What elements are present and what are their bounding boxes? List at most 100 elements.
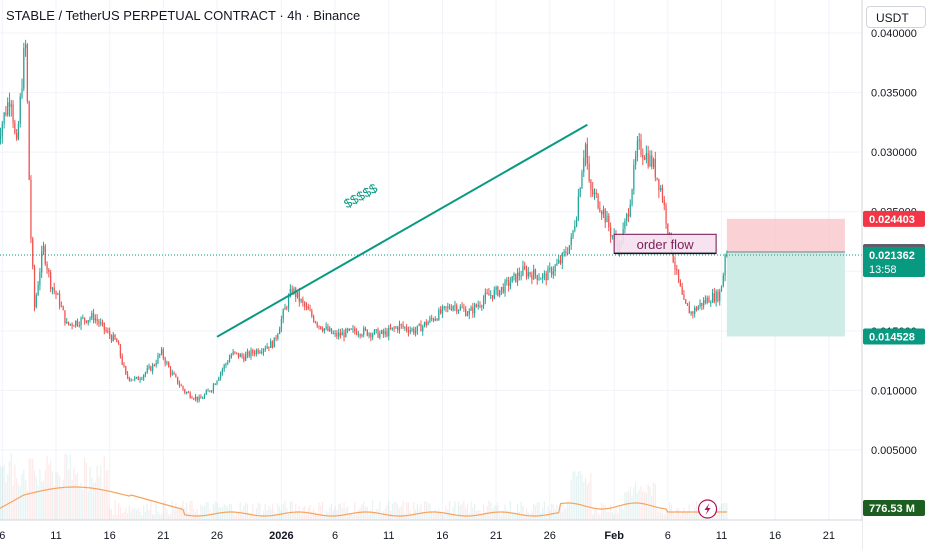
volume-bar [304,506,306,520]
volume-bar [330,503,333,520]
candle-body [724,255,726,276]
candle-body [676,269,678,271]
volume-bar [524,513,526,520]
candle-body [538,278,540,280]
x-tick-label: 26 [211,530,223,542]
candle-body [685,299,687,304]
volume-bar [563,508,565,520]
volume-bar [472,507,474,520]
volume-bar [438,508,440,520]
volume-bar [627,490,630,520]
take-profit-zone [726,252,845,337]
candle-body [203,394,206,399]
candle-body [563,251,565,254]
volume-bar [536,502,538,520]
volume-bar [667,512,669,520]
position-zones[interactable] [726,218,845,337]
candle-body [184,389,186,393]
candle-body [75,320,77,326]
volume-bar [80,483,82,520]
x-tick-label: 16 [104,530,116,542]
candle-body [694,307,696,314]
candle-body [450,308,452,310]
volume-bar [488,500,490,520]
volume-bar [55,471,57,520]
volume-bar [261,514,263,520]
candle-body [465,308,467,316]
volume-bar [241,509,243,520]
candle-body [19,96,21,125]
volume-label-text: 776.53 M [869,503,915,515]
candle-body [717,291,719,301]
volume-bar [434,509,436,520]
volume-bar [146,503,148,520]
candle-body [373,329,376,335]
volume-bar [454,501,456,520]
drawings[interactable]: $$$$$ order flow [0,123,862,519]
volume-bar [545,514,547,520]
volume-bar [150,501,152,520]
candle-body [643,157,646,160]
volume-bar [380,514,383,520]
candle-body [423,322,426,326]
volume-bar [636,492,639,520]
candle-body [482,299,485,306]
candle-body [252,350,254,354]
stop-loss-zone [726,218,845,253]
candle-body [157,355,159,364]
candle-body [101,322,104,324]
volume-bar [341,507,343,520]
volume-bar [125,507,127,520]
volume-label [863,500,925,516]
volume-bar [518,511,520,520]
candle-body [168,362,170,368]
volume-bar [51,471,54,520]
candle-body [658,179,660,191]
candle-body [162,349,164,359]
x-tick-label: 6 [332,530,338,542]
volume-bar [473,503,476,520]
volume-bar [649,486,651,520]
candle-body [130,379,132,381]
candle-body [452,306,454,310]
volume-bar [278,506,281,520]
candle-body [110,335,113,341]
volume-bar [346,506,349,520]
volume-bar [502,510,504,520]
volume-bar [717,509,719,520]
volume-bar [354,502,356,520]
candle-body [177,376,179,384]
candle-body [710,302,712,304]
candle-body [436,319,438,321]
volume-bar [511,512,513,520]
volume-bar [157,511,159,520]
volume-bar [377,508,379,520]
volume-bar [440,511,442,520]
volume-bar [402,501,404,520]
candle-body [8,102,11,107]
volume-bar [57,472,59,520]
candle-body [134,377,136,380]
volume-bar [364,506,367,520]
candle-body [17,124,20,139]
candle-body [441,306,444,314]
candle-body [473,304,476,314]
candle-body [654,159,656,178]
volume-bar [96,465,98,520]
candle-body [151,364,154,371]
candle-body [454,305,456,307]
x-tick-label: 16 [436,530,448,542]
candle-body [284,307,286,310]
volume-bar [373,511,376,520]
candle-body [275,337,277,339]
candle-body [241,354,243,357]
candle-body [633,164,635,190]
volume-bar [579,470,581,520]
candle-body [228,357,231,363]
candle-body [511,276,513,283]
candle-body [683,294,685,300]
currency-selector[interactable]: USDT [866,6,926,28]
candle-body [96,318,98,322]
volume-bar [7,474,9,520]
